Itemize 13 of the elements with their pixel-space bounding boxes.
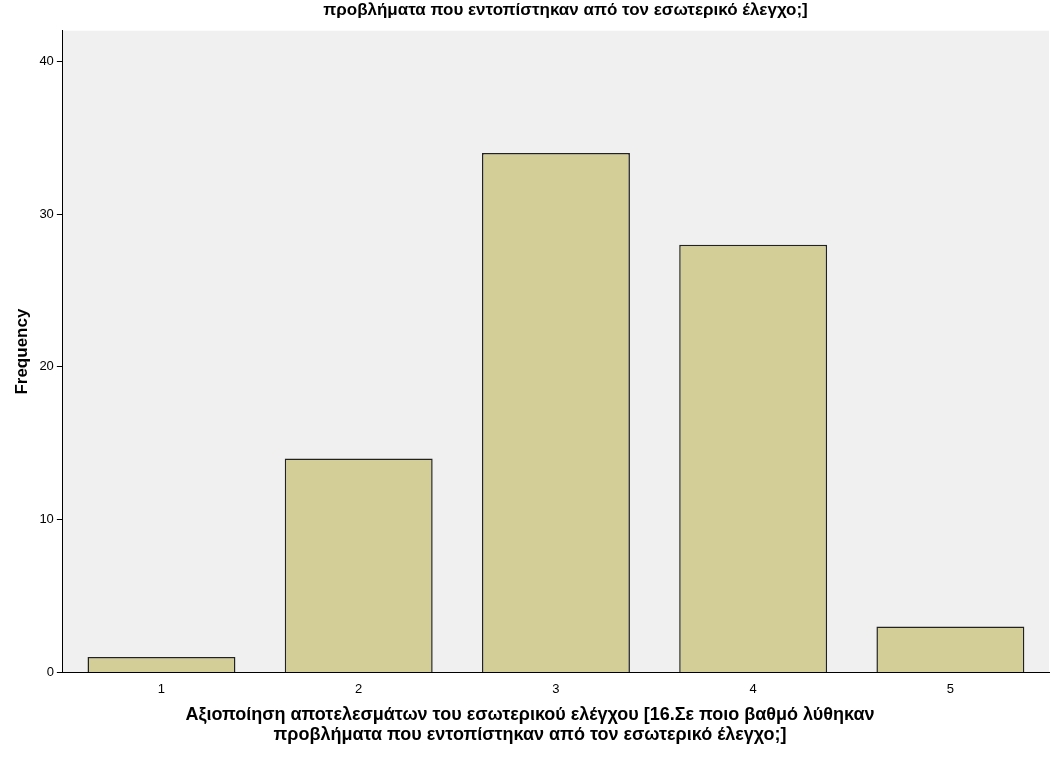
x-tick-label: 4: [749, 680, 757, 696]
chart-title: προβλήματα που εντοπίστηκαν από τον εσωτερικό έλεγχο;]: [322, 0, 809, 20]
x-tick-label: 3: [552, 680, 560, 696]
y-tick-label: 30: [39, 205, 54, 221]
x-tick-label: 1: [157, 680, 166, 696]
y-tick-label: 20: [39, 358, 54, 374]
y-tick-label: 0: [46, 663, 54, 679]
x-tick-label: 5: [946, 680, 954, 696]
y-axis-title: Frequency: [11, 308, 31, 395]
x-tick-label: 2: [355, 680, 363, 696]
x-axis-title: Αξιοποίηση αποτελεσμάτων του εσωτερικού ελέγχου [16.Σε ποιο βαθμό λύθηκαν προβλήματα που εντοπίστηκαν από τον εσωτερικό έλεγχο;]: [184, 704, 876, 744]
y-tick-label: 40: [39, 52, 54, 68]
y-tick-label: 10: [39, 511, 54, 527]
